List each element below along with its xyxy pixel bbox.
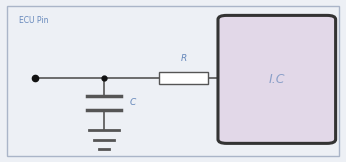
Text: C: C [130, 98, 136, 107]
FancyBboxPatch shape [218, 15, 336, 143]
Bar [159, 72, 208, 84]
Text: R: R [180, 54, 186, 63]
Text: I.C: I.C [268, 73, 285, 86]
Text: ECU Pin: ECU Pin [19, 16, 48, 25]
